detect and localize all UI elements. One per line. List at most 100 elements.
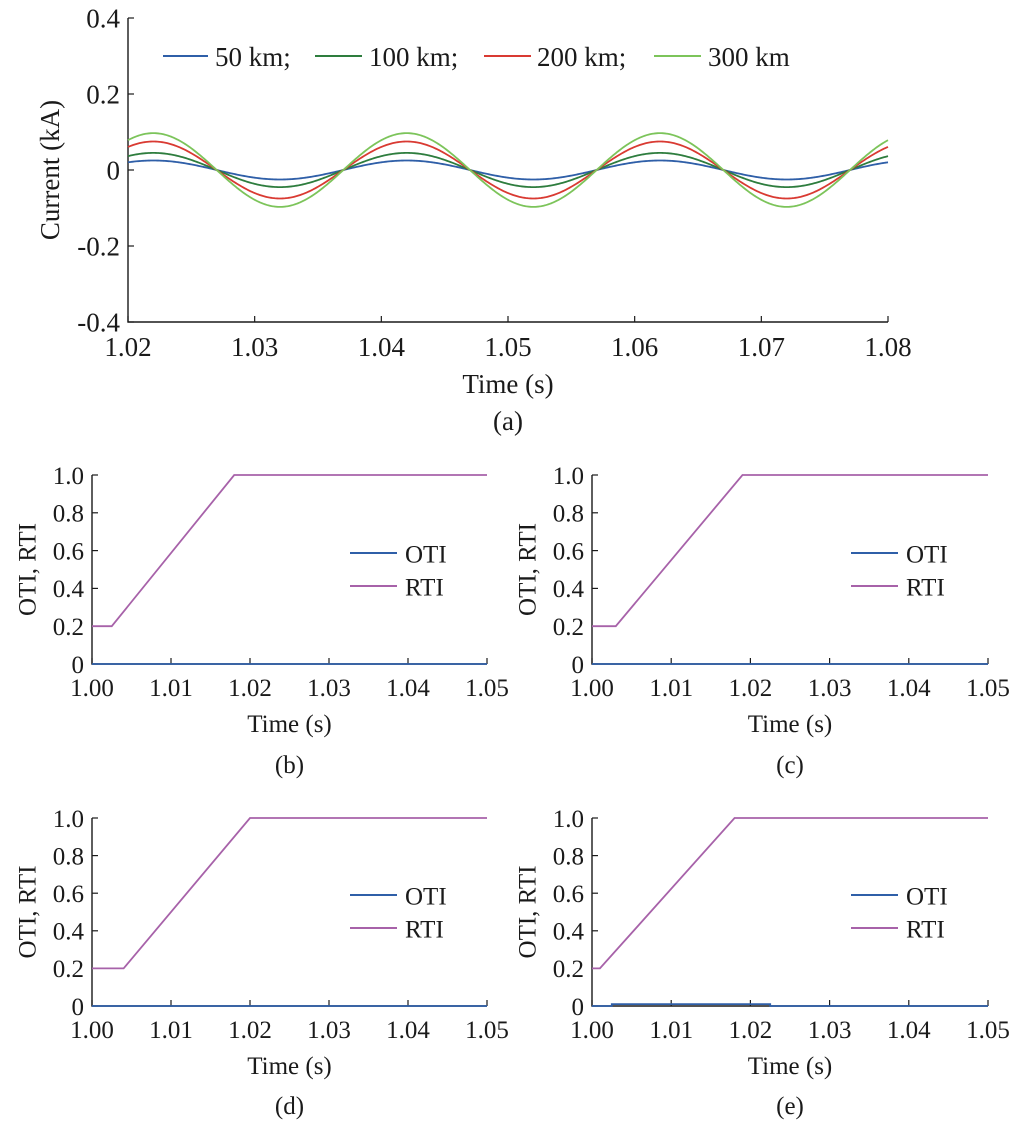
y-tick-label: 0 bbox=[572, 652, 585, 679]
chart-panel-b: 1.00 1.01 1.02 1.03 1.04 1.05 0 0.2 0.4 0.6 0.8 1.0… bbox=[15, 463, 509, 779]
y-tick-label: 0.8 bbox=[553, 843, 584, 870]
series-line-300-km bbox=[127, 132, 889, 208]
y-tick-label: -0.2 bbox=[77, 231, 120, 261]
series-line-rti bbox=[92, 817, 487, 970]
panel-label: (e) bbox=[776, 1093, 804, 1120]
x-tick-label: 1.03 bbox=[231, 332, 278, 362]
chart-panel-e: 1.00 1.01 1.02 1.03 1.04 1.05 0 0.2 0.4 0.6 0.8 1.0… bbox=[515, 806, 1010, 1120]
legend-entry: OTI bbox=[906, 541, 948, 568]
y-tick-label: 0.4 bbox=[553, 576, 585, 603]
axes bbox=[91, 475, 487, 665]
panel-label: (c) bbox=[776, 752, 804, 779]
y-axis-label: Current (kA) bbox=[35, 100, 65, 240]
x-axis-label: Time (s) bbox=[748, 711, 833, 738]
series-line-200-km bbox=[127, 140, 889, 200]
y-tick-label: 1.0 bbox=[53, 463, 84, 490]
x-tick-label: 1.07 bbox=[738, 332, 785, 362]
x-tick-label: 1.04 bbox=[358, 332, 406, 362]
legend-entry: 300 km bbox=[708, 42, 790, 72]
y-tick-label: 0.2 bbox=[553, 956, 584, 983]
legend-entry: RTI bbox=[405, 574, 444, 601]
y-tick-label: 0 bbox=[72, 994, 85, 1021]
legend-entry: 100 km; bbox=[369, 42, 458, 72]
series-line-50-km bbox=[127, 159, 889, 181]
x-tick-label: 1.05 bbox=[966, 1017, 1010, 1044]
y-axis-label: OTI, RTI bbox=[15, 523, 42, 616]
x-tick-label: 1.03 bbox=[307, 675, 351, 702]
x-tick-label: 1.04 bbox=[887, 1017, 931, 1044]
y-tick-label: 0.4 bbox=[53, 576, 85, 603]
legend-entry: OTI bbox=[906, 883, 948, 910]
series-line-rti bbox=[92, 474, 487, 628]
y-tick-label: 1.0 bbox=[553, 463, 584, 490]
x-tick-label: 1.00 bbox=[70, 675, 114, 702]
x-axis-label: Time (s) bbox=[247, 711, 332, 738]
legend-entry: 200 km; bbox=[537, 42, 626, 72]
x-tick-label: 1.00 bbox=[70, 1017, 114, 1044]
x-tick-label: 1.02 bbox=[228, 675, 272, 702]
panel-label: (d) bbox=[275, 1093, 304, 1120]
y-tick-label: 0 bbox=[72, 652, 85, 679]
x-tick-label: 1.05 bbox=[465, 675, 509, 702]
legend-entry: 50 km; bbox=[215, 42, 291, 72]
x-tick-label: 1.01 bbox=[149, 675, 193, 702]
chart-panel-a: 1.02 1.03 1.04 1.05 1.06 1.07 1.08 -0.4 -0.2 0 0.2… bbox=[35, 3, 912, 436]
legend-entry: RTI bbox=[906, 916, 945, 943]
y-tick-label: 0.4 bbox=[86, 3, 120, 33]
x-tick-label: 1.00 bbox=[570, 1017, 614, 1044]
legend-entry: RTI bbox=[906, 574, 945, 601]
x-tick-label: 1.05 bbox=[465, 1017, 509, 1044]
legend: OTI RTI bbox=[851, 541, 948, 601]
y-tick-label: 1.0 bbox=[53, 806, 84, 833]
y-tick-label: 1.0 bbox=[553, 806, 584, 833]
y-tick-label: 0.2 bbox=[553, 614, 584, 641]
y-tick-label: 0.4 bbox=[553, 919, 585, 946]
y-axis-label: OTI, RTI bbox=[515, 523, 542, 616]
y-tick-label: 0 bbox=[107, 155, 121, 185]
y-tick-label: 0.6 bbox=[553, 881, 584, 908]
x-tick-label: 1.01 bbox=[649, 1017, 693, 1044]
panel-label: (a) bbox=[493, 406, 523, 436]
x-axis-label: Time (s) bbox=[748, 1053, 833, 1080]
x-tick-label: 1.00 bbox=[570, 675, 614, 702]
x-tick-label: 1.01 bbox=[649, 675, 693, 702]
y-tick-label: 0.6 bbox=[553, 538, 584, 565]
legend: OTI RTI bbox=[350, 883, 447, 943]
y-tick-label: 0.2 bbox=[53, 614, 84, 641]
x-tick-label: 1.03 bbox=[808, 1017, 852, 1044]
axes bbox=[91, 818, 487, 1007]
chart-panel-d: 1.00 1.01 1.02 1.03 1.04 1.05 0 0.2 0.4 0.6 0.8 1.0… bbox=[15, 806, 509, 1120]
y-tick-label: 0.8 bbox=[553, 501, 584, 528]
x-axis-label: Time (s) bbox=[247, 1053, 332, 1080]
y-tick-label: 0 bbox=[572, 994, 585, 1021]
x-tick-label: 1.02 bbox=[228, 1017, 272, 1044]
y-axis-label: OTI, RTI bbox=[515, 866, 542, 959]
y-tick-label: -0.4 bbox=[77, 307, 120, 337]
y-tick-label: 0.4 bbox=[53, 919, 85, 946]
x-tick-label: 1.04 bbox=[887, 675, 931, 702]
y-tick-label: 0.2 bbox=[53, 956, 84, 983]
y-tick-label: 0.8 bbox=[53, 843, 84, 870]
x-tick-label: 1.02 bbox=[104, 332, 151, 362]
legend: 50 km; 100 km; 200 km; 300 km bbox=[163, 42, 790, 72]
legend: OTI RTI bbox=[350, 541, 447, 601]
y-tick-label: 0.6 bbox=[53, 538, 84, 565]
legend-entry: RTI bbox=[405, 916, 444, 943]
x-tick-label: 1.05 bbox=[966, 675, 1010, 702]
series-line-oti bbox=[592, 1003, 988, 1007]
y-tick-label: 0.6 bbox=[53, 881, 84, 908]
panel-label: (b) bbox=[275, 752, 304, 779]
legend: OTI RTI bbox=[851, 883, 948, 943]
x-tick-label: 1.03 bbox=[307, 1017, 351, 1044]
chart-panel-c: 1.00 1.01 1.02 1.03 1.04 1.05 0 0.2 0.4 0.6 0.8 1.0… bbox=[515, 463, 1010, 779]
x-tick-label: 1.01 bbox=[149, 1017, 193, 1044]
series-line-100-km bbox=[127, 151, 889, 189]
legend-entry: OTI bbox=[405, 883, 447, 910]
y-tick-label: 0.2 bbox=[86, 79, 120, 109]
series-line-rti bbox=[592, 817, 988, 970]
x-tick-label: 1.02 bbox=[729, 1017, 773, 1044]
y-axis-label: OTI, RTI bbox=[15, 866, 42, 959]
axes bbox=[591, 475, 988, 665]
x-tick-label: 1.08 bbox=[864, 332, 911, 362]
